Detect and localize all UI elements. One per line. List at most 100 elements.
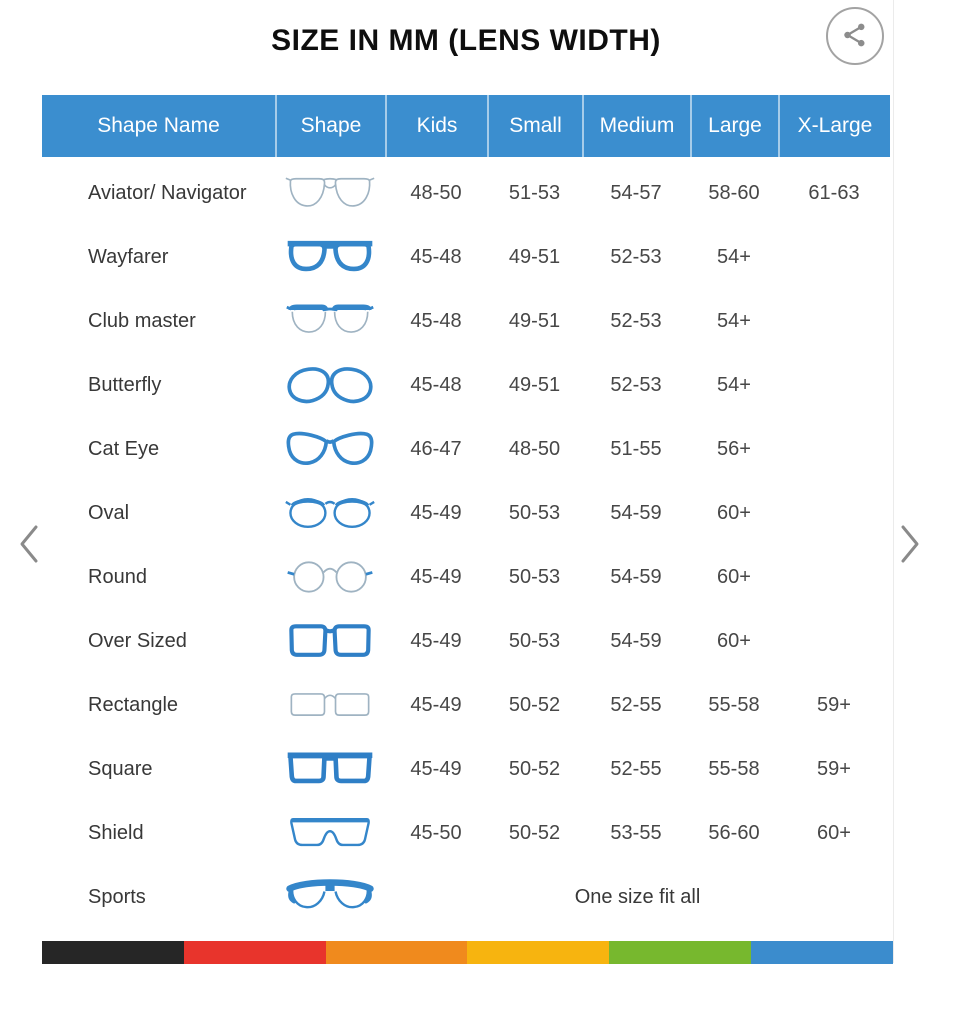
page-title: SIZE IN MM (LENS WIDTH) (271, 24, 661, 57)
size-kids: 45-49 (410, 629, 462, 652)
size-large: 54+ (717, 309, 751, 332)
size-small: 50-52 (508, 693, 561, 716)
table-row-square: Square 45-49 50-52 52-55 55-58 59+ (42, 737, 890, 801)
shape-name: Oval (88, 501, 130, 524)
shield-glasses-icon (275, 809, 385, 857)
round-glasses-icon (275, 553, 385, 601)
size-kids: 45-48 (410, 309, 462, 332)
one-size-label: One size fit all (574, 885, 701, 908)
size-kids: 46-47 (410, 437, 462, 460)
size-small: 50-53 (508, 501, 561, 524)
size-xlarge: 60+ (817, 821, 851, 844)
butterfly-glasses-icon (275, 360, 385, 410)
size-small: 48-50 (508, 437, 561, 460)
size-small: 51-53 (508, 181, 561, 204)
size-xlarge: 59+ (817, 757, 851, 780)
share-icon (840, 20, 870, 53)
stripe-segment-yellow (467, 941, 610, 964)
chevron-right-icon (899, 524, 921, 567)
size-large: 58-60 (708, 181, 760, 204)
size-kids: 45-50 (410, 821, 462, 844)
size-medium: 52-53 (610, 373, 662, 396)
shape-name: Shield (88, 821, 144, 844)
size-kids: 45-49 (410, 757, 462, 780)
size-medium: 54-59 (610, 565, 662, 588)
size-medium: 52-53 (610, 245, 662, 268)
oval-glasses-icon (275, 489, 385, 537)
shape-name: Club master (88, 309, 196, 332)
carousel-next-button[interactable] (893, 521, 927, 569)
sports-glasses-icon (275, 872, 385, 922)
size-medium: 52-55 (610, 693, 662, 716)
size-small: 50-53 (508, 565, 561, 588)
table-row-shield: Shield 45-50 50-52 53-55 56-60 60+ (42, 801, 890, 865)
share-button[interactable] (826, 7, 884, 65)
size-small: 49-51 (508, 373, 561, 396)
wayfarer-glasses-icon (275, 233, 385, 281)
shape-name: Wayfarer (88, 245, 169, 268)
footer-color-stripe (42, 941, 893, 964)
size-kids: 48-50 (410, 181, 462, 204)
size-kids: 45-48 (410, 245, 462, 268)
size-kids: 45-49 (410, 565, 462, 588)
table-row-cateye: Cat Eye 46-47 48-50 51-55 56+ (42, 417, 890, 481)
stripe-segment-red (183, 941, 326, 964)
shape-name: Square (88, 757, 153, 780)
table-row-round: Round 45-49 50-53 54-59 60+ (42, 545, 890, 609)
table-row-oversized: Over Sized 45-49 50-53 54-59 60+ (42, 609, 890, 673)
size-small: 49-51 (508, 309, 561, 332)
size-medium: 52-55 (610, 757, 662, 780)
size-medium: 54-59 (610, 629, 662, 652)
square-glasses-icon (275, 745, 385, 793)
stripe-segment-blue (751, 941, 893, 964)
size-kids: 45-49 (410, 693, 462, 716)
size-table: Shape Name Shape Kids Small Medium Large… (42, 95, 890, 157)
size-medium: 54-59 (610, 501, 662, 524)
shape-name: Sports (88, 885, 146, 908)
shape-name: Round (88, 565, 147, 588)
size-small: 50-52 (508, 757, 561, 780)
col-header-shape: Shape (275, 95, 385, 157)
size-medium: 52-53 (610, 309, 662, 332)
aviator-glasses-icon (275, 169, 385, 217)
table-row-sports: Sports One size fit all (42, 865, 890, 929)
shape-name: Butterfly (88, 373, 162, 396)
clubmaster-glasses-icon (275, 297, 385, 345)
table-row-clubmaster: Club master 45-48 49-51 52-53 54+ (42, 289, 890, 353)
size-xlarge: 59+ (817, 693, 851, 716)
size-kids: 45-49 (410, 501, 462, 524)
col-header-xlarge: X-Large (778, 95, 890, 157)
shape-name: Cat Eye (88, 437, 160, 460)
table-body: Aviator/ Navigator 48-50 51-53 54-57 58-… (42, 161, 890, 929)
size-large: 56+ (717, 437, 751, 460)
size-xlarge: 61-63 (808, 181, 860, 204)
size-large: 60+ (717, 565, 751, 588)
stripe-segment-orange (325, 941, 468, 964)
table-header-row: Shape Name Shape Kids Small Medium Large… (42, 95, 890, 157)
size-large: 55-58 (708, 693, 760, 716)
size-small: 50-53 (508, 629, 561, 652)
size-small: 50-52 (508, 821, 561, 844)
stripe-segment-green (609, 941, 752, 964)
table-row-rectangle: Rectangle 45-49 50-52 52-55 55-58 59+ (42, 673, 890, 737)
col-header-small: Small (487, 95, 582, 157)
carousel-prev-button[interactable] (12, 521, 46, 569)
shape-name: Over Sized (88, 629, 187, 652)
col-header-kids: Kids (385, 95, 487, 157)
size-large: 54+ (717, 373, 751, 396)
size-large: 54+ (717, 245, 751, 268)
size-kids: 45-48 (410, 373, 462, 396)
table-row-aviator: Aviator/ Navigator 48-50 51-53 54-57 58-… (42, 161, 890, 225)
size-medium: 53-55 (610, 821, 662, 844)
rectangle-glasses-icon (275, 681, 385, 729)
table-row-oval: Oval 45-49 50-53 54-59 60+ (42, 481, 890, 545)
slide-edge-divider (893, 0, 894, 963)
size-small: 49-51 (508, 245, 561, 268)
chevron-left-icon (18, 524, 40, 567)
table-row-wayfarer: Wayfarer 45-48 49-51 52-53 54+ (42, 225, 890, 289)
col-header-medium: Medium (582, 95, 690, 157)
size-large: 60+ (717, 501, 751, 524)
size-large: 56-60 (708, 821, 760, 844)
size-medium: 54-57 (610, 181, 662, 204)
